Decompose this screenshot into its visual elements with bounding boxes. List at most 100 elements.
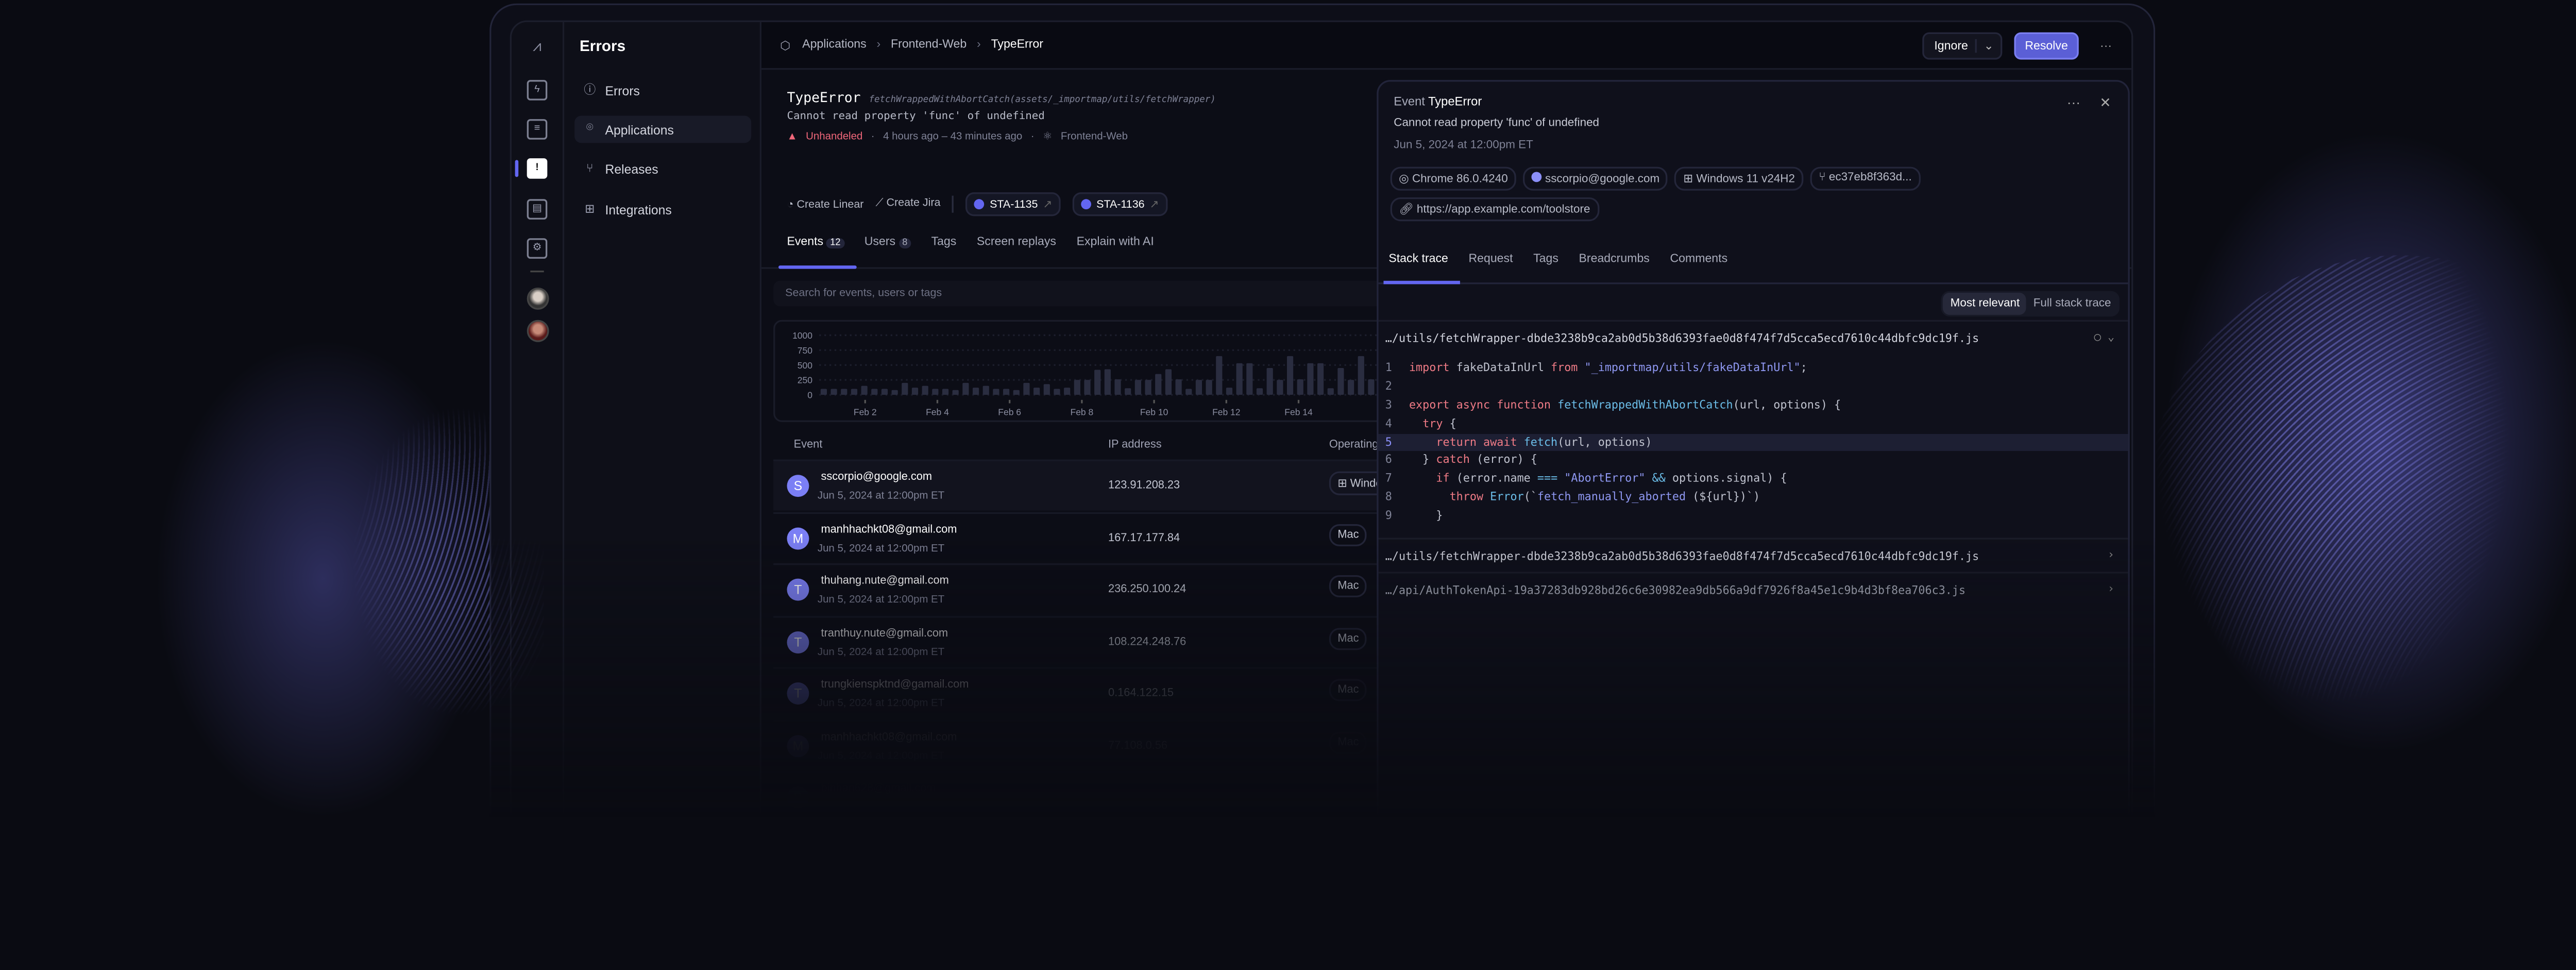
sidebar-item-integrations[interactable]: ⊞ Integrations xyxy=(574,196,751,223)
lightning-icon[interactable]: ϟ xyxy=(527,80,548,101)
bar[interactable] xyxy=(922,386,928,395)
bar[interactable] xyxy=(871,389,878,395)
bar[interactable] xyxy=(1023,382,1030,395)
table-row[interactable]: T thuhang.nute@gmail.com Jun 5, 2024 at … xyxy=(773,563,1385,614)
tab-comments[interactable]: Comments xyxy=(1670,253,1728,266)
bar[interactable] xyxy=(1094,370,1101,395)
table-row[interactable]: S sscorpio@google.com Jun 5, 2024 at 12:… xyxy=(773,459,1404,511)
bar[interactable] xyxy=(1145,380,1151,395)
bar[interactable] xyxy=(982,386,989,395)
bar[interactable] xyxy=(1277,380,1283,395)
bar[interactable] xyxy=(1327,388,1334,395)
create-jira-button[interactable]: ⟋ Create Jira xyxy=(876,197,941,211)
tab-tags[interactable]: Tags xyxy=(1533,253,1558,266)
bar[interactable] xyxy=(1307,363,1314,395)
bar[interactable] xyxy=(1064,388,1071,395)
bar[interactable] xyxy=(1165,369,1172,395)
browser-chip[interactable]: ◎ Chrome 86.0.4240 xyxy=(1390,166,1517,191)
bar[interactable] xyxy=(952,390,959,395)
sidebar-item-applications[interactable]: ⌾ Applications xyxy=(574,115,752,143)
tab-users[interactable]: Users 8 xyxy=(865,237,911,249)
commit-chip[interactable]: ⑂ ec37eb8f363d... xyxy=(1810,166,1921,191)
bar[interactable] xyxy=(1347,380,1354,395)
stack-frame-expanded[interactable]: …/utils/fetchWrapper-dbde3238b9ca2ab0d5b… xyxy=(1378,320,2128,354)
bar[interactable] xyxy=(1134,380,1141,395)
bar[interactable] xyxy=(1297,379,1303,395)
url-chip[interactable]: 🔗︎ https://app.example.com/toolstore xyxy=(1390,197,1599,222)
bar[interactable] xyxy=(1185,389,1192,395)
list-icon[interactable]: ≡ xyxy=(527,119,548,140)
bar[interactable] xyxy=(1104,369,1111,395)
bar[interactable] xyxy=(972,388,979,395)
database-icon[interactable]: ▤ xyxy=(527,199,548,220)
bar[interactable] xyxy=(1074,380,1080,395)
bar[interactable] xyxy=(1256,388,1263,395)
bar[interactable] xyxy=(851,389,858,395)
bar[interactable] xyxy=(942,389,949,395)
avatar[interactable] xyxy=(527,288,549,310)
tab-request[interactable]: Request xyxy=(1468,253,1513,266)
user-chip[interactable]: sscorpio@google.com xyxy=(1523,166,1668,191)
ignore-button[interactable]: Ignore ⌄ xyxy=(1922,32,2003,60)
bar[interactable] xyxy=(1175,379,1182,395)
sidebar-item-errors[interactable]: ⓘ Errors xyxy=(574,77,751,104)
most-relevant-toggle[interactable]: Most relevant xyxy=(1943,292,2027,315)
sidebar-item-releases[interactable]: ⑂ Releases xyxy=(574,155,751,182)
search-input[interactable]: Search for events, users or tags xyxy=(773,280,1385,307)
bar[interactable] xyxy=(1003,389,1010,395)
bar[interactable] xyxy=(1286,356,1294,395)
column-ip[interactable]: IP address xyxy=(1108,439,1162,451)
bar[interactable] xyxy=(911,388,919,395)
bar[interactable] xyxy=(1195,380,1202,395)
bar[interactable] xyxy=(902,382,908,395)
tab-stack-trace[interactable]: Stack trace xyxy=(1388,253,1448,266)
breadcrumb-applications[interactable]: Applications xyxy=(802,39,867,52)
bar[interactable] xyxy=(1054,389,1060,395)
bar[interactable] xyxy=(891,390,898,395)
tab-screen-replays[interactable]: Screen replays xyxy=(976,236,1056,249)
chevron-down-icon[interactable]: ⌄ xyxy=(1975,39,1994,53)
full-stack-trace-toggle[interactable]: Full stack trace xyxy=(2033,297,2111,310)
bar[interactable] xyxy=(1084,380,1091,395)
bar[interactable] xyxy=(1155,374,1162,395)
bar[interactable] xyxy=(1226,388,1233,395)
tab-events[interactable]: Events 12 xyxy=(787,237,844,249)
bar[interactable] xyxy=(1216,356,1223,395)
bar[interactable] xyxy=(962,382,969,395)
bar[interactable] xyxy=(1125,388,1131,395)
bar[interactable] xyxy=(1246,363,1253,395)
ticket-chip[interactable]: STA-1136 ↗ xyxy=(1072,192,1167,216)
table-row[interactable]: M manhhachkt08@gmail.com Jun 5, 2024 at … xyxy=(773,511,1385,562)
avatar[interactable] xyxy=(527,320,549,342)
create-linear-button[interactable]: ◔ Create Linear xyxy=(787,198,863,210)
more-icon[interactable]: ··· xyxy=(2100,40,2112,52)
bar[interactable] xyxy=(1013,390,1020,395)
column-event[interactable]: Event xyxy=(793,439,823,451)
ticket-chip[interactable]: STA-1135 ↗ xyxy=(965,192,1061,216)
settings-icon[interactable]: ⚙ xyxy=(527,238,548,259)
bar[interactable] xyxy=(993,389,999,395)
bar[interactable] xyxy=(1337,368,1344,395)
bar[interactable] xyxy=(841,389,848,395)
bar[interactable] xyxy=(881,389,888,395)
stack-frame[interactable]: …/api/AuthTokenApi-19a37283db928bd26c6e3… xyxy=(1378,572,2128,606)
bar[interactable] xyxy=(1317,363,1324,395)
bar[interactable] xyxy=(1358,356,1364,395)
bar[interactable] xyxy=(1206,380,1212,395)
close-icon[interactable]: ✕ xyxy=(2099,95,2111,111)
bar[interactable] xyxy=(820,389,827,395)
tab-explain-ai[interactable]: Explain with AI xyxy=(1076,236,1154,249)
bar[interactable] xyxy=(1266,368,1273,395)
bar[interactable] xyxy=(831,389,837,395)
bar[interactable] xyxy=(1368,379,1375,395)
bar[interactable] xyxy=(932,389,939,395)
tab-tags[interactable]: Tags xyxy=(931,236,957,249)
more-icon[interactable]: ··· xyxy=(2066,95,2081,111)
github-icon[interactable]: ◯ ⌄ xyxy=(2094,330,2115,344)
bar[interactable] xyxy=(1043,384,1050,395)
breadcrumb-project[interactable]: Frontend-Web xyxy=(891,39,967,52)
bar[interactable] xyxy=(1114,379,1121,395)
errors-rail-icon[interactable]: ! xyxy=(527,158,548,179)
stack-frame[interactable]: …/utils/fetchWrapper-dbde3238b9ca2ab0d5b… xyxy=(1378,538,2128,572)
bar[interactable] xyxy=(1236,363,1243,395)
